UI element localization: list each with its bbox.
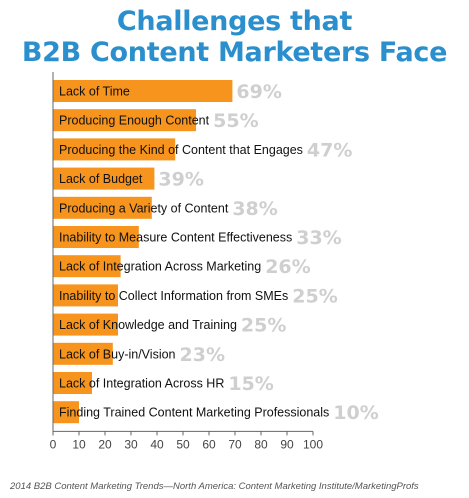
category-label: Lack of Budget — [59, 172, 143, 186]
category-label: Producing the Kind of Content that Engag… — [59, 143, 303, 157]
bar — [53, 196, 152, 219]
bar — [53, 372, 92, 394]
value-label: 25% — [241, 315, 286, 337]
value-label: 69% — [236, 81, 281, 103]
category-label: Lack of Integration Across Marketing — [59, 260, 261, 274]
category-label: Lack of Knowledge and Training — [59, 318, 237, 332]
value-label: 10% — [333, 402, 378, 424]
value-label: 33% — [296, 227, 341, 249]
x-tick-label: 90 — [280, 437, 294, 451]
category-label: Lack of Buy-in/Vision — [59, 347, 176, 361]
x-tick-label: 30 — [124, 437, 138, 451]
bar — [53, 167, 155, 190]
x-tick-label: 100 — [303, 437, 323, 451]
x-tick-label: 20 — [98, 437, 112, 451]
bar — [53, 255, 121, 278]
category-label: Lack of Integration Across HR — [59, 377, 224, 391]
x-tick-label: 60 — [202, 437, 216, 451]
value-label: 39% — [158, 169, 203, 191]
category-label: Producing a Variety of Content — [59, 201, 229, 215]
x-tick-label: 10 — [72, 437, 86, 451]
value-label: 15% — [228, 373, 273, 395]
bar — [53, 109, 196, 132]
x-tick-label: 0 — [50, 437, 57, 451]
category-label: Finding Trained Content Marketing Profes… — [59, 406, 329, 420]
value-label: 38% — [232, 198, 277, 220]
bar — [53, 342, 113, 365]
chart-title-line-2: B2B Content Marketers Face — [21, 37, 448, 68]
category-label: Inability to Measure Content Effectivene… — [59, 231, 292, 245]
source-note: 2014 B2B Content Marketing Trends—North … — [10, 481, 419, 492]
category-label: Lack of Time — [59, 85, 130, 99]
value-label: 25% — [292, 285, 337, 307]
category-label: Producing Enough Content — [59, 114, 210, 128]
bar — [53, 313, 118, 336]
bar — [53, 401, 79, 424]
bar — [53, 80, 233, 102]
x-tick-label: 40 — [150, 437, 164, 451]
bar — [53, 138, 176, 161]
value-label: 47% — [307, 139, 352, 161]
bar — [53, 226, 139, 248]
value-label: 55% — [213, 110, 258, 132]
x-tick-label: 70 — [228, 437, 242, 451]
bar — [53, 284, 118, 307]
category-label: Inability to Collect Information from SM… — [59, 289, 288, 303]
value-label: 23% — [180, 344, 225, 366]
x-tick-label: 80 — [254, 437, 268, 451]
value-label: 26% — [265, 256, 310, 278]
chart-title-line-1: Challenges that — [116, 6, 353, 37]
x-tick-label: 50 — [176, 437, 190, 451]
